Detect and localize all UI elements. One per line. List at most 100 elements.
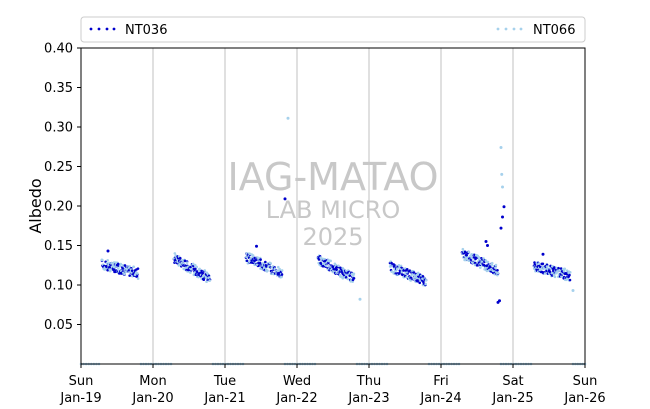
nt036-point <box>259 258 262 261</box>
y-tick-label: 0.05 <box>44 318 73 333</box>
nt036-point <box>123 264 127 267</box>
legend-label-nt066: NT066 <box>533 23 575 38</box>
y-tick-label: 0.30 <box>44 121 73 136</box>
legend-label-nt036: NT036 <box>125 23 167 38</box>
x-tick-label-date: Jan-22 <box>275 391 317 406</box>
nt036-point <box>405 267 409 271</box>
nt036-point <box>254 258 257 262</box>
y-tick-label: 0.10 <box>44 279 73 294</box>
nt066-point <box>128 265 131 268</box>
nt036-point <box>568 273 571 277</box>
nt036-point <box>412 271 416 274</box>
x-tick-label-day: Mon <box>139 374 166 389</box>
watermark: IAG-MATAO LAB MICRO 2025 <box>227 155 438 251</box>
nt036-point <box>408 269 412 272</box>
nt066-outlier <box>358 297 362 301</box>
watermark-title: IAG-MATAO <box>227 155 438 199</box>
x-tick-label-date: Jan-25 <box>491 391 533 406</box>
nt066-point <box>266 269 269 272</box>
nt066-point <box>136 277 140 280</box>
nt036-point <box>245 259 249 263</box>
nt066-outlier <box>500 172 504 176</box>
x-tick-label-day: Wed <box>283 374 311 389</box>
nt066-point <box>208 279 212 282</box>
nt036-point <box>568 278 572 282</box>
nt036-point <box>465 254 468 257</box>
nt066-point <box>346 277 350 281</box>
nt066-point <box>132 265 136 269</box>
x-tick-label-date: Jan-26 <box>563 391 605 406</box>
nt066-point <box>477 255 481 259</box>
nt036-point <box>136 267 140 270</box>
x-axis: Sun Jan-19 Mon Jan-20 Tue Jan-21 Wed Jan-22 Thu J… <box>59 364 606 406</box>
nt036-point <box>418 281 422 285</box>
nt066-point <box>195 265 199 269</box>
nt066-point <box>280 269 284 272</box>
nt066-point <box>492 269 496 273</box>
nt066-point <box>470 256 474 260</box>
nt066-point <box>278 267 281 271</box>
y-tick-label: 0.40 <box>44 42 73 57</box>
watermark-subtitle: LAB MICRO <box>266 196 401 224</box>
nt036-outlier <box>502 205 506 209</box>
nt036-point <box>195 270 199 273</box>
nt036-point <box>130 269 134 273</box>
nt066-point <box>197 275 200 279</box>
nt036-point <box>105 265 108 269</box>
nt066-point <box>207 276 211 279</box>
nt066-outlier <box>286 116 290 120</box>
nt036-point <box>120 272 123 275</box>
nt066-point <box>352 272 356 276</box>
nt066-point <box>108 269 112 273</box>
x-tick-label-date: Jan-23 <box>347 391 389 406</box>
nt066-point <box>203 269 207 272</box>
nt036-point <box>194 267 197 271</box>
nt036-point <box>421 275 425 278</box>
nt036-point <box>348 274 352 277</box>
nt066-point <box>494 263 498 267</box>
nt066-outlier <box>499 146 503 150</box>
nt066-outlier <box>501 185 504 189</box>
nt066-point <box>560 275 564 279</box>
nt066-point <box>494 266 497 270</box>
nt066-point <box>256 256 259 259</box>
nt066-point <box>537 262 540 266</box>
nt036-point <box>545 269 548 273</box>
nt066-point <box>117 267 120 270</box>
nt066-point <box>424 282 427 286</box>
nt036-point <box>183 259 187 263</box>
nt036-outlier <box>255 244 258 248</box>
nt036-outlier <box>501 215 504 219</box>
nt066-point <box>461 247 465 251</box>
nt066-point <box>118 264 122 268</box>
y-tick-label: 0.25 <box>44 160 73 175</box>
watermark-year: 2025 <box>302 223 363 251</box>
nt066-point <box>329 259 332 263</box>
nt066-point <box>413 275 417 279</box>
nt036-point <box>335 268 339 272</box>
nt036-point <box>496 268 499 272</box>
nt066-point <box>189 267 193 271</box>
x-tick-label-day: Sun <box>69 374 94 389</box>
nt036-point <box>264 260 267 264</box>
y-tick-label: 0.15 <box>44 239 73 254</box>
nt066-point <box>337 264 340 268</box>
x-tick-label-date: Jan-21 <box>203 391 245 406</box>
nt066-point <box>490 261 494 265</box>
y-tick-label: 0.35 <box>44 81 73 96</box>
x-tick-label-day: Tue <box>213 374 236 389</box>
nt066-point <box>543 272 547 275</box>
y-axis-label: Albedo <box>26 178 45 233</box>
nt036-point <box>178 256 182 260</box>
nt036-outlier <box>499 226 503 230</box>
nt066-point <box>322 261 326 265</box>
x-tick-label-day: Sun <box>573 374 598 389</box>
nt066-point <box>136 272 139 275</box>
nt036-point <box>552 269 555 273</box>
x-tick-label-date: Jan-24 <box>419 391 461 406</box>
nt066-point <box>106 259 109 262</box>
nt066-point <box>395 267 399 271</box>
y-tick-label: 0.20 <box>44 200 73 215</box>
nt036-point <box>280 273 284 276</box>
